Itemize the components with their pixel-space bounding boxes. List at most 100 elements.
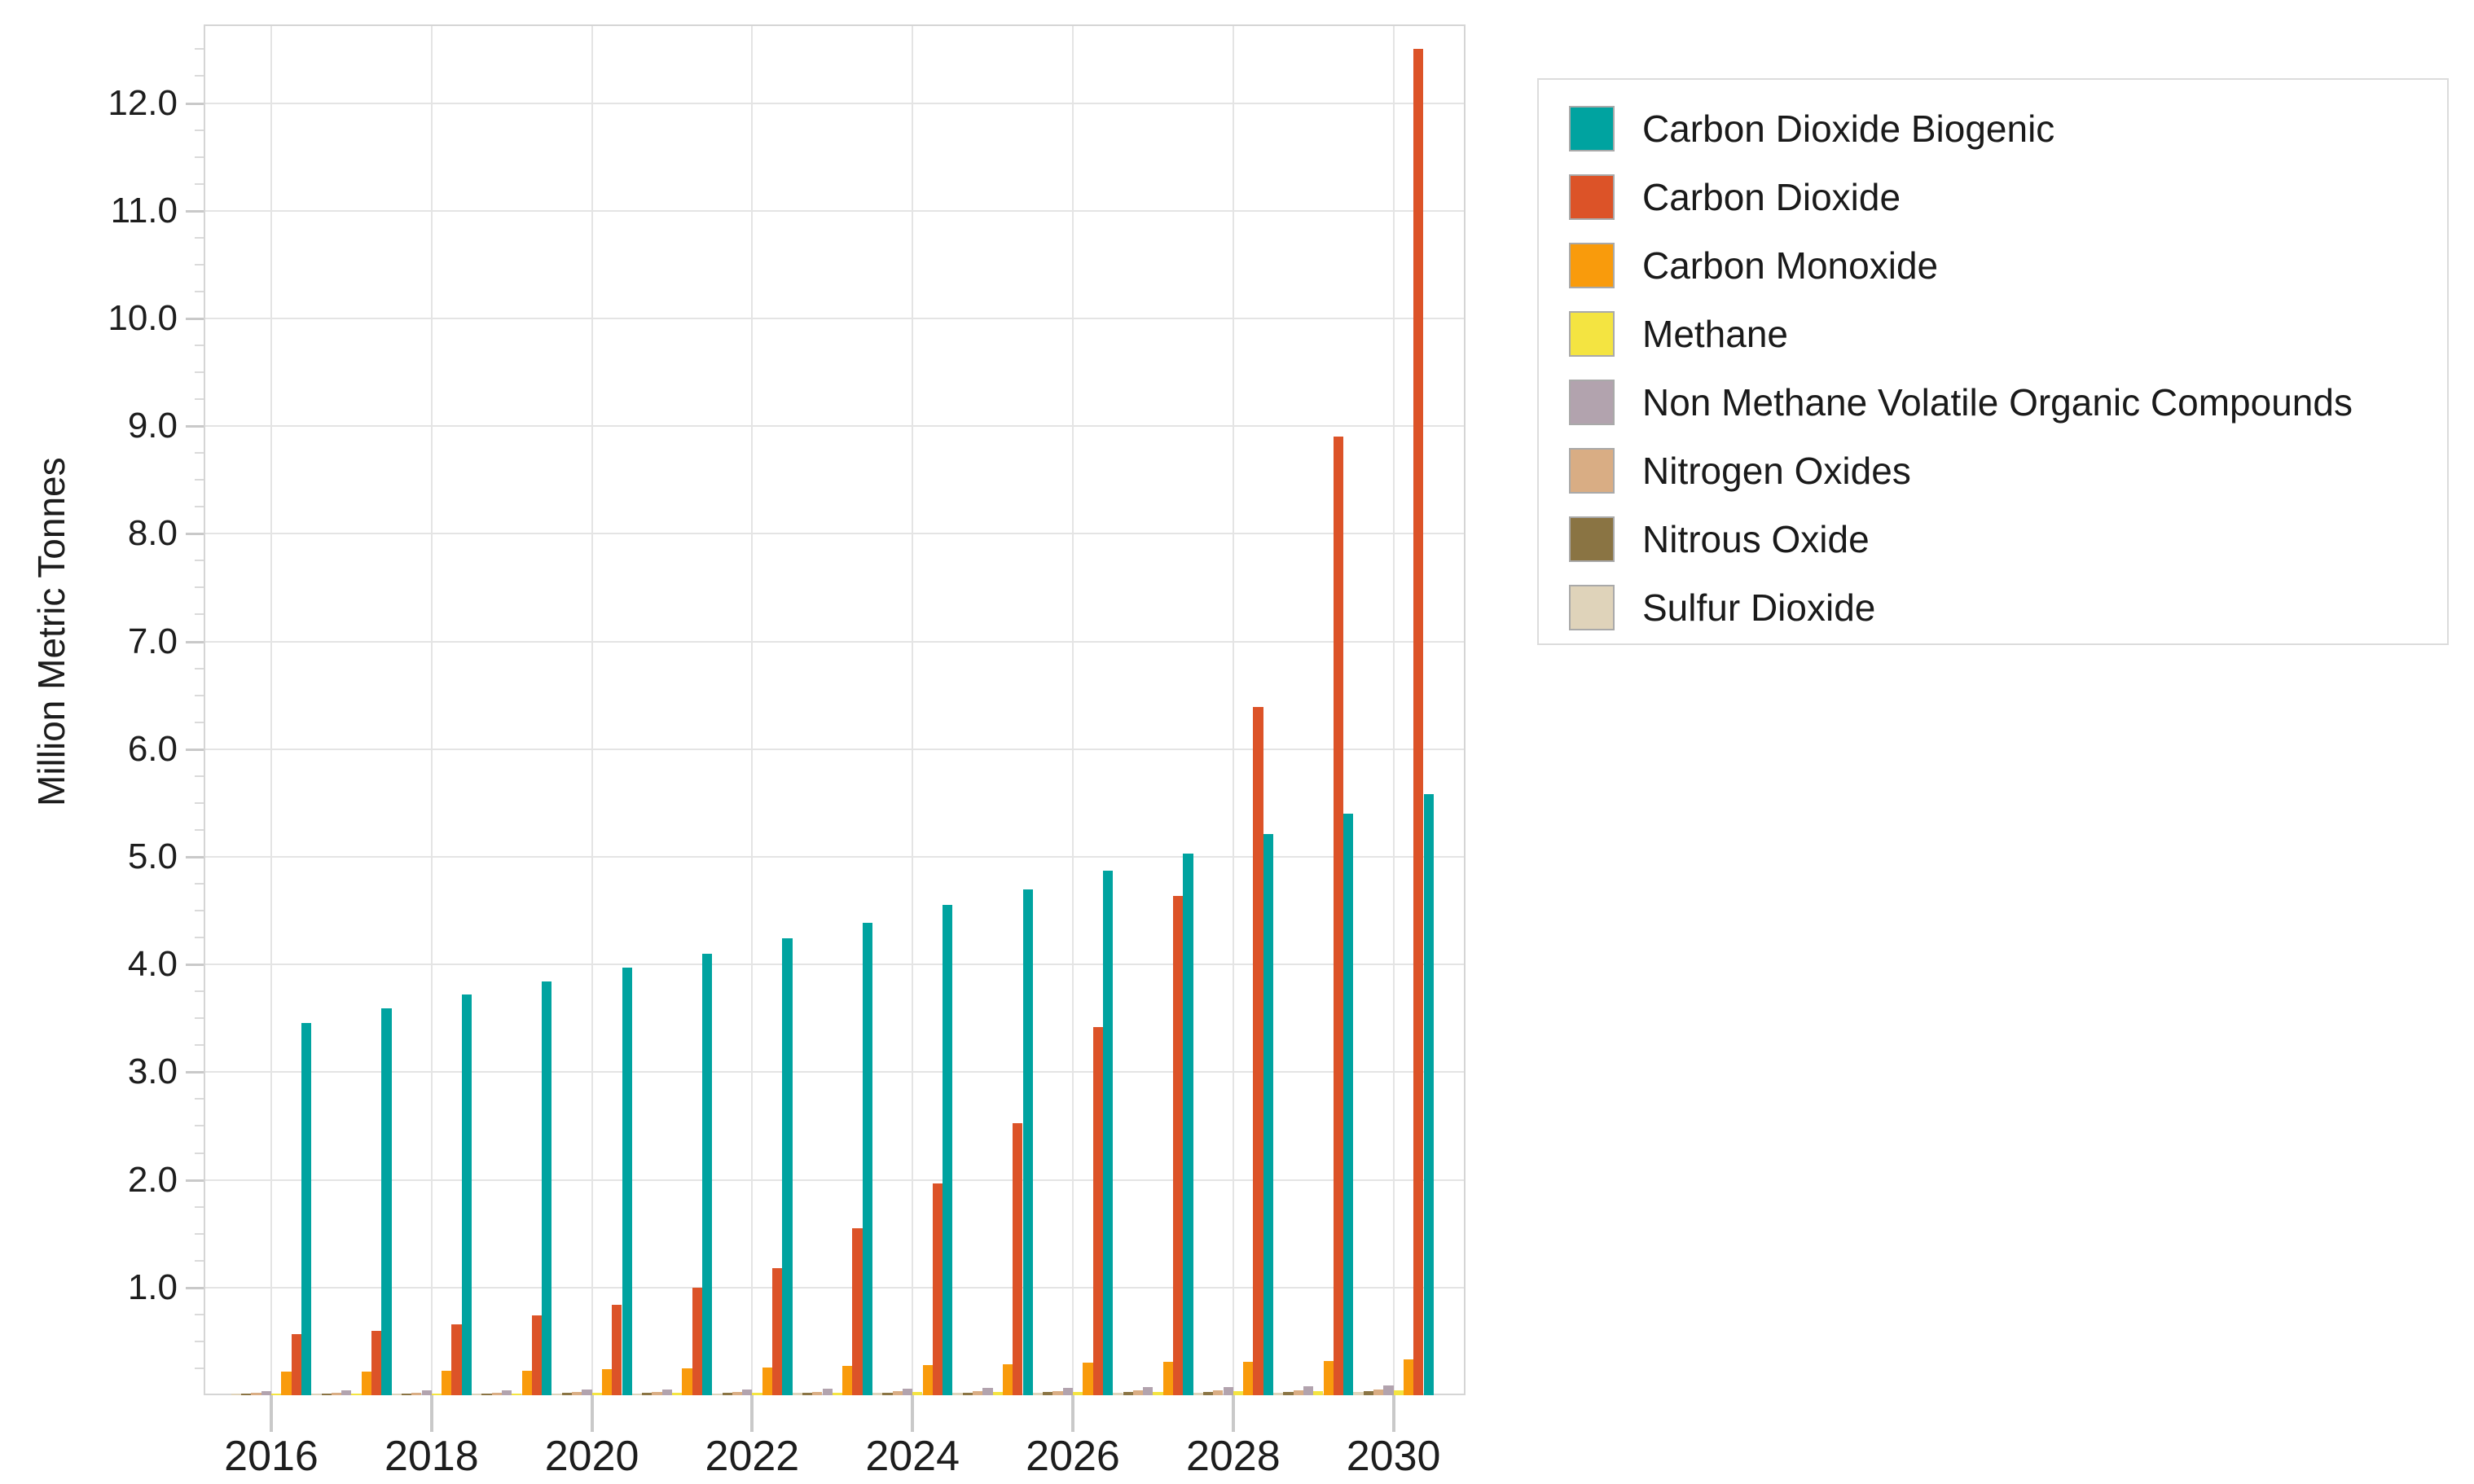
bar-non-methane-volatile-organic-compounds-2018[interactable] [421, 1390, 432, 1395]
legend-item-non-methane-volatile-organic-compounds[interactable]: Non Methane Volatile Organic Compounds [1539, 376, 2447, 445]
bar-carbon-monoxide-2025[interactable] [1002, 1363, 1013, 1395]
bar-carbon-dioxide-biogenic-2018[interactable] [461, 994, 472, 1395]
bar-methane-2025[interactable] [992, 1392, 1003, 1395]
legend-item-carbon-monoxide[interactable]: Carbon Monoxide [1539, 239, 2447, 308]
bar-nitrogen-oxides-2028[interactable] [1213, 1390, 1224, 1395]
bar-sulfur-dioxide-2027[interactable] [1113, 1392, 1123, 1395]
bar-carbon-dioxide-biogenic-2023[interactable] [862, 922, 872, 1395]
bar-carbon-monoxide-2024[interactable] [922, 1364, 933, 1395]
bar-non-methane-volatile-organic-compounds-2025[interactable] [982, 1388, 993, 1395]
bar-sulfur-dioxide-2023[interactable] [792, 1393, 802, 1395]
bar-carbon-monoxide-2023[interactable] [842, 1366, 853, 1395]
bar-methane-2020[interactable] [591, 1393, 602, 1395]
bar-carbon-dioxide-biogenic-2020[interactable] [622, 968, 632, 1395]
bar-nitrous-oxide-2018[interactable] [401, 1393, 412, 1395]
bar-carbon-dioxide-2030[interactable] [1413, 49, 1424, 1395]
bar-sulfur-dioxide-2025[interactable] [952, 1393, 963, 1395]
bar-methane-2030[interactable] [1393, 1390, 1404, 1395]
bar-carbon-dioxide-biogenic-2017[interactable] [381, 1008, 392, 1395]
bar-carbon-dioxide-biogenic-2029[interactable] [1343, 814, 1354, 1395]
bar-nitrogen-oxides-2017[interactable] [331, 1392, 342, 1395]
bar-methane-2019[interactable] [512, 1393, 522, 1395]
bar-nitrous-oxide-2021[interactable] [642, 1393, 653, 1395]
bar-carbon-dioxide-biogenic-2027[interactable] [1183, 853, 1193, 1395]
bar-non-methane-volatile-organic-compounds-2017[interactable] [341, 1390, 352, 1395]
bar-carbon-monoxide-2017[interactable] [361, 1371, 371, 1395]
bar-non-methane-volatile-organic-compounds-2027[interactable] [1143, 1387, 1154, 1395]
bar-carbon-dioxide-2025[interactable] [1013, 1122, 1023, 1395]
bar-carbon-dioxide-2027[interactable] [1173, 895, 1184, 1395]
bar-carbon-monoxide-2021[interactable] [682, 1368, 692, 1395]
legend-item-carbon-dioxide-biogenic[interactable]: Carbon Dioxide Biogenic [1539, 103, 2447, 171]
bar-nitrogen-oxides-2016[interactable] [251, 1393, 261, 1395]
bar-nitrous-oxide-2025[interactable] [962, 1392, 973, 1395]
bar-carbon-monoxide-2018[interactable] [442, 1370, 452, 1395]
bar-carbon-dioxide-2021[interactable] [692, 1287, 702, 1395]
bar-nitrogen-oxides-2030[interactable] [1373, 1390, 1384, 1395]
bar-carbon-dioxide-2018[interactable] [451, 1324, 462, 1395]
bar-nitrogen-oxides-2019[interactable] [491, 1392, 502, 1395]
legend-item-nitrous-oxide[interactable]: Nitrous Oxide [1539, 513, 2447, 582]
bar-nitrogen-oxides-2024[interactable] [892, 1391, 903, 1395]
bar-carbon-dioxide-2026[interactable] [1092, 1026, 1103, 1395]
bar-carbon-monoxide-2020[interactable] [601, 1369, 613, 1395]
bar-carbon-dioxide-2029[interactable] [1333, 437, 1344, 1395]
bar-methane-2023[interactable] [832, 1392, 843, 1395]
bar-nitrous-oxide-2016[interactable] [241, 1394, 252, 1395]
bar-nitrous-oxide-2024[interactable] [882, 1392, 893, 1395]
bar-carbon-monoxide-2019[interactable] [521, 1370, 532, 1395]
bar-non-methane-volatile-organic-compounds-2022[interactable] [742, 1389, 753, 1395]
bar-sulfur-dioxide-2016[interactable] [231, 1394, 242, 1395]
bar-methane-2026[interactable] [1073, 1391, 1083, 1395]
legend-item-methane[interactable]: Methane [1539, 308, 2447, 376]
bar-carbon-monoxide-2029[interactable] [1323, 1360, 1334, 1395]
bar-carbon-monoxide-2026[interactable] [1083, 1363, 1093, 1395]
bar-carbon-dioxide-2020[interactable] [612, 1304, 622, 1395]
bar-nitrous-oxide-2028[interactable] [1202, 1391, 1214, 1395]
bar-nitrous-oxide-2023[interactable] [802, 1393, 813, 1395]
bar-carbon-dioxide-biogenic-2024[interactable] [943, 905, 953, 1395]
bar-nitrous-oxide-2017[interactable] [321, 1393, 332, 1395]
bar-non-methane-volatile-organic-compounds-2021[interactable] [661, 1389, 672, 1395]
bar-carbon-monoxide-2027[interactable] [1162, 1362, 1173, 1395]
bar-sulfur-dioxide-2026[interactable] [1032, 1393, 1044, 1395]
bar-non-methane-volatile-organic-compounds-2019[interactable] [501, 1390, 512, 1395]
bar-carbon-dioxide-biogenic-2016[interactable] [301, 1022, 312, 1395]
bar-carbon-dioxide-biogenic-2030[interactable] [1423, 794, 1434, 1395]
bar-nitrogen-oxides-2025[interactable] [973, 1391, 983, 1395]
bar-carbon-dioxide-biogenic-2026[interactable] [1102, 871, 1114, 1395]
bar-carbon-dioxide-2019[interactable] [531, 1315, 543, 1395]
legend-item-sulfur-dioxide[interactable]: Sulfur Dioxide [1539, 582, 2447, 650]
bar-carbon-monoxide-2030[interactable] [1403, 1359, 1414, 1395]
bar-carbon-dioxide-biogenic-2028[interactable] [1263, 834, 1273, 1395]
bar-carbon-dioxide-biogenic-2022[interactable] [782, 938, 793, 1395]
bar-non-methane-volatile-organic-compounds-2026[interactable] [1062, 1387, 1073, 1395]
bar-nitrogen-oxides-2026[interactable] [1052, 1390, 1063, 1395]
bar-nitrous-oxide-2020[interactable] [561, 1393, 572, 1395]
bar-nitrogen-oxides-2023[interactable] [812, 1391, 823, 1395]
bar-sulfur-dioxide-2029[interactable] [1273, 1392, 1284, 1395]
bar-nitrogen-oxides-2022[interactable] [732, 1391, 743, 1395]
bar-sulfur-dioxide-2018[interactable] [391, 1394, 402, 1395]
bar-methane-2027[interactable] [1153, 1391, 1163, 1395]
bar-non-methane-volatile-organic-compounds-2020[interactable] [582, 1390, 592, 1395]
bar-nitrogen-oxides-2027[interactable] [1132, 1390, 1144, 1395]
bar-sulfur-dioxide-2017[interactable] [311, 1394, 322, 1395]
bar-carbon-monoxide-2028[interactable] [1243, 1362, 1254, 1395]
bar-carbon-dioxide-2023[interactable] [852, 1228, 863, 1395]
bar-non-methane-volatile-organic-compounds-2023[interactable] [822, 1389, 833, 1395]
bar-non-methane-volatile-organic-compounds-2024[interactable] [902, 1388, 913, 1395]
bar-sulfur-dioxide-2030[interactable] [1353, 1392, 1364, 1395]
bar-carbon-dioxide-2017[interactable] [371, 1330, 382, 1395]
bar-sulfur-dioxide-2024[interactable] [872, 1393, 883, 1395]
bar-carbon-monoxide-2022[interactable] [762, 1367, 772, 1395]
bar-methane-2028[interactable] [1233, 1391, 1244, 1395]
bar-nitrous-oxide-2029[interactable] [1283, 1391, 1294, 1395]
bar-methane-2022[interactable] [752, 1392, 762, 1395]
bar-nitrous-oxide-2027[interactable] [1123, 1392, 1133, 1395]
bar-carbon-dioxide-biogenic-2019[interactable] [542, 981, 552, 1395]
bar-methane-2024[interactable] [912, 1392, 923, 1395]
bar-nitrous-oxide-2030[interactable] [1363, 1391, 1373, 1395]
bar-sulfur-dioxide-2022[interactable] [712, 1393, 723, 1395]
bar-carbon-monoxide-2016[interactable] [281, 1371, 292, 1395]
